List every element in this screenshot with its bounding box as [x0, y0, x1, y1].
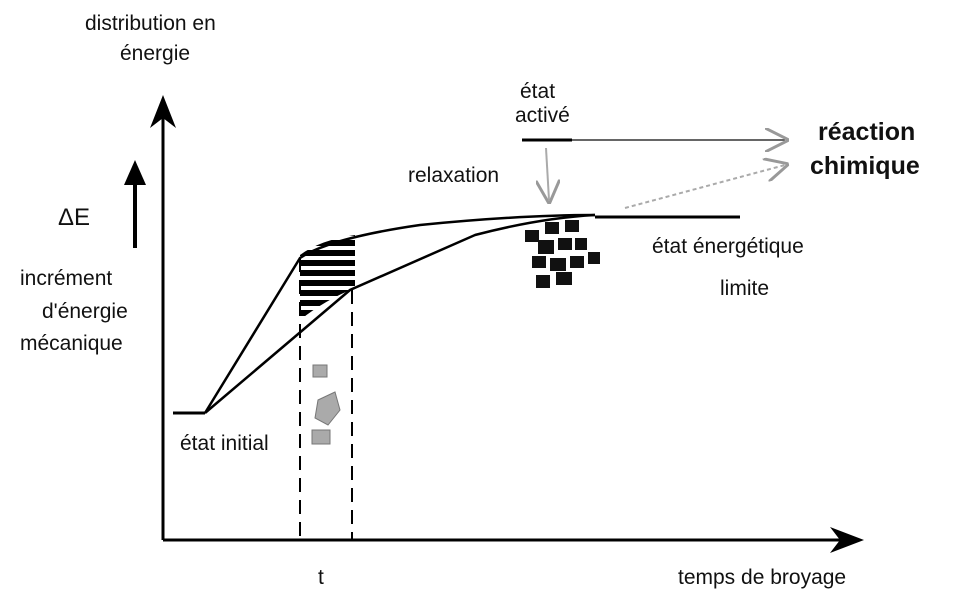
increment-label: mécanique	[20, 332, 123, 355]
active-label: activé	[515, 104, 570, 127]
limit-label: limite	[720, 277, 769, 300]
relaxation-label: relaxation	[408, 164, 499, 187]
reaction-label: chimique	[810, 152, 920, 180]
particles-initial	[311, 364, 341, 445]
delta-label: ΔE	[58, 204, 90, 231]
lower-curve	[204, 213, 596, 414]
active-label: état	[520, 80, 555, 103]
y-label: distribution en	[85, 12, 216, 35]
reaction-label: réaction	[818, 118, 915, 146]
increment-label: incrément	[20, 267, 112, 290]
upper-curve	[203, 213, 596, 414]
energy-band	[300, 235, 355, 320]
reaction-arrow-2	[624, 165, 785, 209]
y-arrow	[150, 95, 176, 128]
y-label: énergie	[120, 42, 190, 65]
particles-active	[525, 220, 600, 288]
relaxation-arrow	[546, 147, 549, 200]
delta-arrow-head	[124, 160, 146, 185]
limit-label: état énergétique	[652, 235, 804, 258]
increment-label: d'énergie	[42, 300, 128, 323]
time-label: t	[318, 566, 324, 589]
x-label: temps de broyage	[678, 566, 846, 589]
initial-label: état initial	[180, 432, 269, 455]
x-arrow	[830, 527, 864, 553]
